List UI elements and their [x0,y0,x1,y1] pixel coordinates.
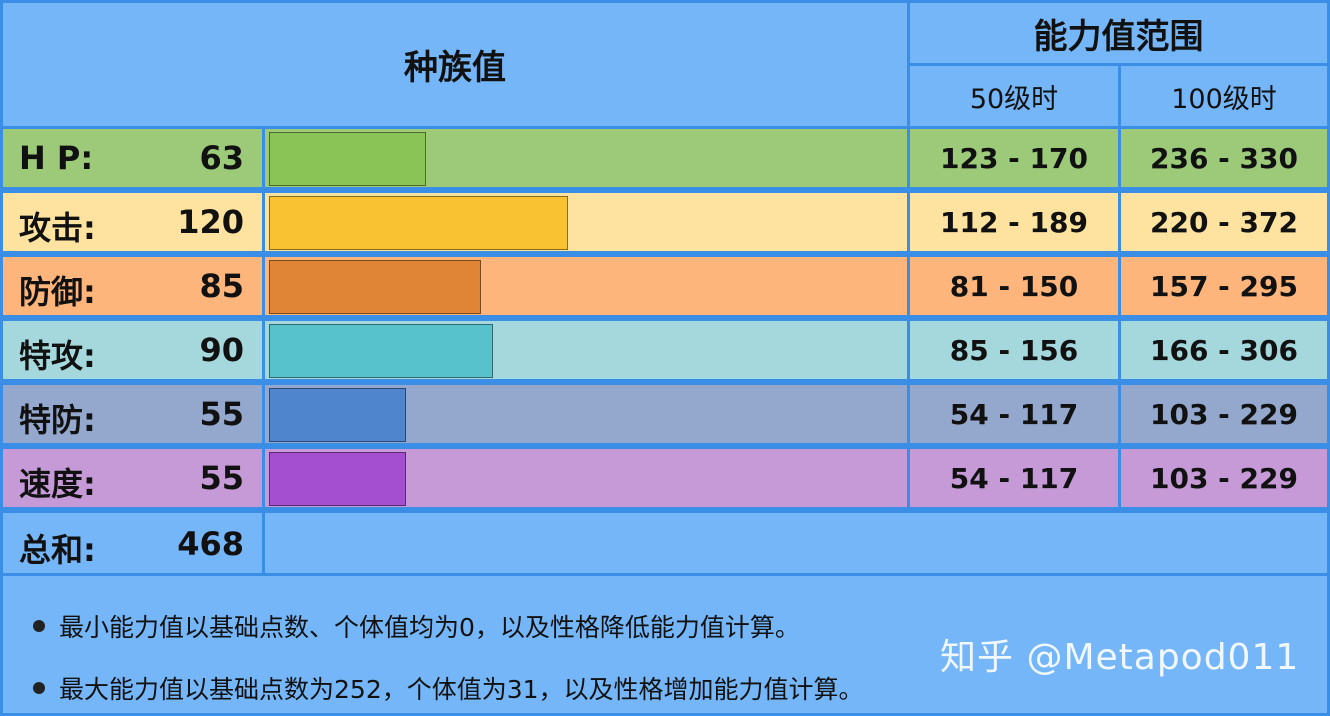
level-50-label: 50级时 [969,83,1059,115]
level-100-label: 100级时 [1171,83,1277,115]
note-item: 最小能力值以基础点数、个体值均为0，以及性格降低能力值计算。 [33,608,800,644]
range-50-cell: 123 - 170 [907,126,1121,190]
total-label-cell: 总和: 468 [0,510,265,576]
stat-bar-track [262,254,910,318]
stat-value: 63 [199,139,244,177]
stat-name: 特攻: [19,337,96,375]
range-100-value: 157 - 295 [1149,269,1298,303]
range-50-value: 54 - 117 [949,397,1079,431]
stat-name: 特防: [19,401,96,439]
stat-label-cell: 特防: 55 [0,382,265,446]
stat-value: 55 [199,459,244,497]
range-50-value: 54 - 117 [949,461,1079,495]
stat-bar-track [262,318,910,382]
range-50-value: 81 - 150 [949,269,1079,303]
range-100-value: 220 - 372 [1149,205,1298,239]
stat-label-cell: 特攻: 90 [0,318,265,382]
base-stats-title: 种族值 [404,48,506,88]
range-100-value: 236 - 330 [1149,141,1298,175]
stat-bar [269,388,406,442]
range-100-cell: 103 - 229 [1118,382,1330,446]
range-100-value: 103 - 229 [1149,397,1298,431]
level-100-header: 100级时 [1118,63,1330,129]
stat-value: 85 [199,267,244,305]
stat-bar [269,196,568,250]
range-50-cell: 85 - 156 [907,318,1121,382]
stat-name: H P: [19,139,94,177]
total-row: 总和: 468 [0,510,1330,576]
stat-label-cell: 速度: 55 [0,446,265,510]
range-50-cell: 81 - 150 [907,254,1121,318]
range-100-cell: 220 - 372 [1118,190,1330,254]
stat-label-cell: 防御: 85 [0,254,265,318]
bullet-icon [33,682,45,694]
stat-bar-track [262,446,910,510]
stat-bar-track [262,190,910,254]
stat-bar [269,260,481,314]
stat-value: 120 [177,203,244,241]
range-100-value: 103 - 229 [1149,461,1298,495]
stat-row: 攻击: 120 112 - 189 220 - 372 [0,190,1330,254]
stat-bar-track [262,126,910,190]
stat-label-cell: 攻击: 120 [0,190,265,254]
stat-range-title: 能力值范围 [1033,16,1204,57]
range-50-cell: 54 - 117 [907,382,1121,446]
stat-label-cell: H P: 63 [0,126,265,190]
range-50-cell: 112 - 189 [907,190,1121,254]
range-50-cell: 54 - 117 [907,446,1121,510]
range-50-value: 112 - 189 [939,205,1088,239]
stat-row: 特防: 55 54 - 117 103 - 229 [0,382,1330,446]
note-text: 最小能力值以基础点数、个体值均为0，以及性格降低能力值计算。 [59,613,800,642]
stat-name: 速度: [19,465,96,503]
range-100-cell: 157 - 295 [1118,254,1330,318]
range-100-cell: 103 - 229 [1118,446,1330,510]
base-stats-header: 种族值 [0,0,910,129]
stat-bar [269,324,493,378]
stat-name: 攻击: [19,209,96,247]
range-50-value: 123 - 170 [939,141,1088,175]
stat-bar [269,452,406,506]
stat-value: 90 [199,331,244,369]
range-100-cell: 166 - 306 [1118,318,1330,382]
stat-row: 特攻: 90 85 - 156 166 - 306 [0,318,1330,382]
level-50-header: 50级时 [907,63,1121,129]
stat-row: 防御: 85 81 - 150 157 - 295 [0,254,1330,318]
total-label: 总和: [19,531,96,569]
bullet-icon [33,620,45,632]
stat-row: H P: 63 123 - 170 236 - 330 [0,126,1330,190]
stat-bar [269,132,426,186]
stat-row: 速度: 55 54 - 117 103 - 229 [0,446,1330,510]
total-empty-cell [262,510,1330,576]
stat-value: 55 [199,395,244,433]
range-50-value: 85 - 156 [949,333,1079,367]
note-item: 最大能力值以基础点数为252，个体值为31，以及性格增加能力值计算。 [33,670,864,706]
range-100-cell: 236 - 330 [1118,126,1330,190]
note-text: 最大能力值以基础点数为252，个体值为31，以及性格增加能力值计算。 [59,675,864,704]
notes-section: 最小能力值以基础点数、个体值均为0，以及性格降低能力值计算。 最大能力值以基础点… [0,573,1330,716]
stat-range-header: 能力值范围 [907,0,1330,66]
stat-name: 防御: [19,273,96,311]
stat-bar-track [262,382,910,446]
total-value: 468 [177,525,244,563]
watermark: 知乎 @Metapod011 [940,637,1300,678]
range-100-value: 166 - 306 [1149,333,1298,367]
